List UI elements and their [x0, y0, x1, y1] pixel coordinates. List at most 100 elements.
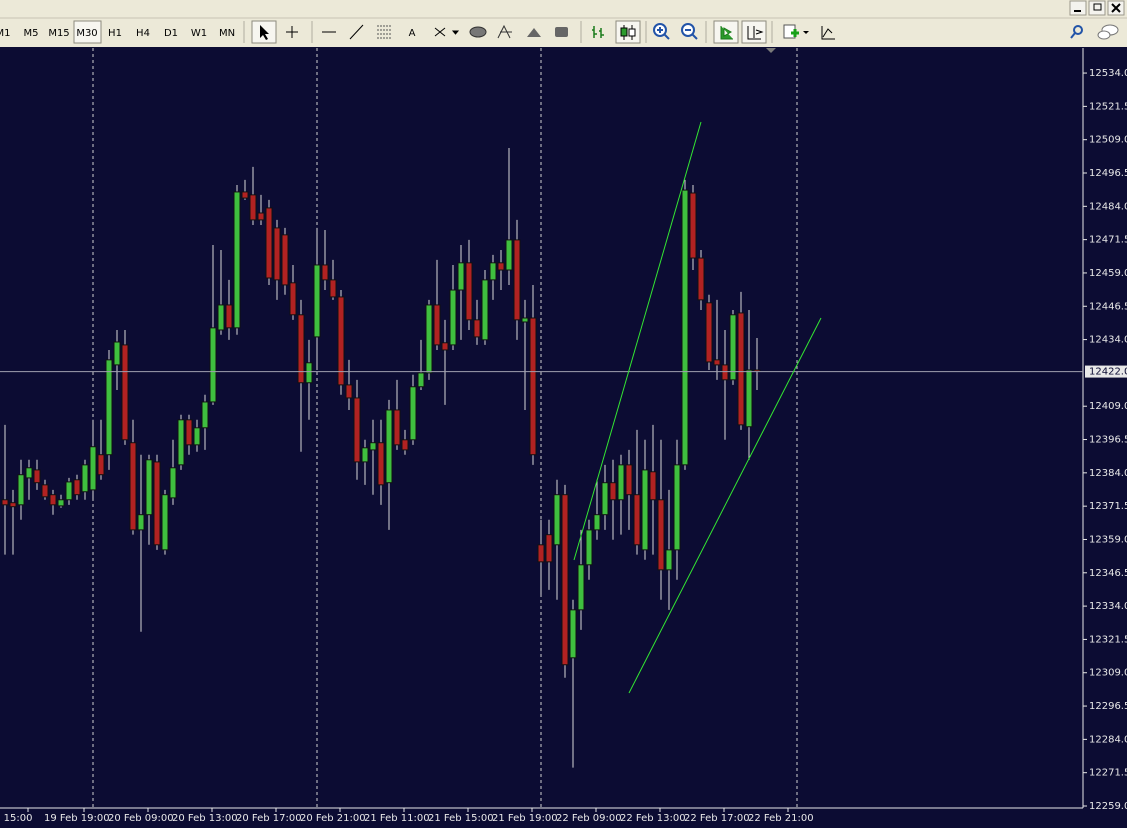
candle-body — [425, 304, 433, 374]
toolbar: A M1 M5 M15 M30 H1 H4 D1 W1 MN — [0, 20, 1119, 44]
icon — [791, 29, 799, 37]
candle-body — [617, 464, 625, 501]
icon — [1093, 3, 1102, 11]
rect-button[interactable] — [555, 27, 568, 37]
candle-body — [193, 427, 201, 446]
timeframe-button[interactable]: M1 — [0, 28, 11, 39]
periods-button[interactable] — [821, 26, 835, 40]
candle-body — [225, 304, 233, 329]
ellipse-button[interactable] — [469, 26, 487, 38]
candle-body — [241, 191, 249, 199]
x-tick-label: 20 Feb 09:00 — [108, 813, 174, 824]
candles-button[interactable] — [615, 20, 641, 44]
candle-body — [497, 262, 505, 271]
candle-body — [49, 494, 57, 506]
y-tick-label: 12459.0 — [1089, 268, 1127, 279]
y-tick-label: 12334.0 — [1089, 601, 1127, 612]
y-tick-label: 12409.0 — [1089, 401, 1127, 412]
candle-body — [673, 464, 681, 551]
y-tick-label: 12346.5 — [1089, 568, 1127, 579]
chart: 12534.0 12521.5 12509.0 12496.5 12484.0 12471… — [0, 47, 1127, 828]
x-tick-label: 20 Feb 21:00 — [300, 813, 366, 824]
crosshair-button[interactable] — [286, 26, 298, 38]
candle-body — [313, 264, 321, 338]
y-tick-label: 12534.0 — [1089, 68, 1127, 79]
y-tick-label: 12259.0 — [1089, 801, 1127, 812]
timeframe-button[interactable]: W1 — [191, 28, 207, 39]
minimize-button[interactable] — [1069, 0, 1087, 16]
candle-body — [161, 494, 169, 551]
candle-body — [513, 239, 521, 321]
candle-body — [89, 446, 97, 491]
timeframe-button[interactable]: H1 — [108, 28, 122, 39]
timeframe-button[interactable]: D1 — [164, 28, 178, 39]
fibo-button[interactable] — [377, 25, 391, 39]
candle-body — [697, 257, 705, 301]
candle-body — [121, 344, 129, 441]
timeframe-button[interactable]: H4 — [136, 28, 150, 39]
candle-body — [321, 264, 329, 281]
candle-body — [289, 282, 297, 316]
icon — [1111, 3, 1121, 13]
candle-body — [665, 549, 673, 571]
candle-body — [481, 279, 489, 341]
candle-body — [265, 207, 273, 279]
candle-body — [457, 262, 465, 291]
candle-body — [569, 609, 577, 659]
y-tick-label: 12484.0 — [1089, 201, 1127, 212]
trend-line — [573, 121, 702, 561]
bars-button[interactable] — [592, 26, 604, 38]
y-tick-label: 12496.5 — [1089, 168, 1127, 179]
x-tick-label: 19 Feb 19:00 — [44, 813, 110, 824]
x-tick-label: 20 Feb 13:00 — [172, 813, 238, 824]
search-button[interactable] — [1073, 25, 1083, 35]
y-tick-label: 12446.5 — [1089, 301, 1127, 312]
candle-body — [441, 342, 449, 351]
arrows-button[interactable] — [434, 27, 460, 37]
candle-body — [593, 514, 601, 531]
timeframe-button[interactable]: M30 — [76, 28, 97, 39]
icon — [1097, 30, 1111, 40]
candle-body — [185, 419, 193, 446]
candle-body — [209, 327, 217, 403]
candle-body — [521, 317, 529, 323]
trendline-button[interactable] — [349, 24, 364, 40]
candle-body — [537, 544, 545, 563]
candle-body — [449, 289, 457, 346]
y-tick-label: 12359.0 — [1089, 534, 1127, 545]
toolbar-bg — [0, 0, 1127, 47]
candle-body — [65, 481, 73, 501]
x-tick-label: 22 Feb 21:00 — [748, 813, 814, 824]
candle-body — [361, 447, 369, 463]
candle-body — [33, 469, 41, 484]
candle-body — [577, 564, 585, 611]
y-tick-label: 12296.5 — [1089, 701, 1127, 712]
icon — [685, 29, 698, 40]
candle-body — [465, 262, 473, 321]
candle-body — [721, 364, 729, 381]
candle-body — [401, 439, 409, 451]
autoscroll-button[interactable] — [713, 20, 739, 44]
icon — [747, 26, 764, 40]
y-tick-label: 12321.5 — [1089, 634, 1127, 645]
candle-body — [353, 397, 361, 463]
x-tick-label: 20 Feb 17:00 — [236, 813, 302, 824]
gann-button[interactable] — [497, 24, 512, 39]
candle-body — [105, 359, 113, 456]
candle-body — [81, 464, 89, 493]
icon — [620, 27, 628, 37]
candle-body — [217, 304, 225, 331]
timeframe-button[interactable]: M15 — [48, 28, 69, 39]
text-tool[interactable]: A — [409, 28, 416, 39]
timeframe-button[interactable]: M5 — [24, 28, 39, 39]
candle-body — [153, 461, 161, 546]
triangle-button[interactable] — [527, 28, 541, 37]
timeframe-button[interactable]: MN — [219, 28, 235, 39]
candle-body — [249, 194, 257, 221]
y-tick-label: 12434.0 — [1089, 335, 1127, 346]
trend-line — [628, 317, 822, 694]
x-tick-label: 22 Feb 17:00 — [684, 813, 750, 824]
candle-body — [417, 372, 425, 388]
restore-button[interactable] — [1088, 0, 1106, 16]
